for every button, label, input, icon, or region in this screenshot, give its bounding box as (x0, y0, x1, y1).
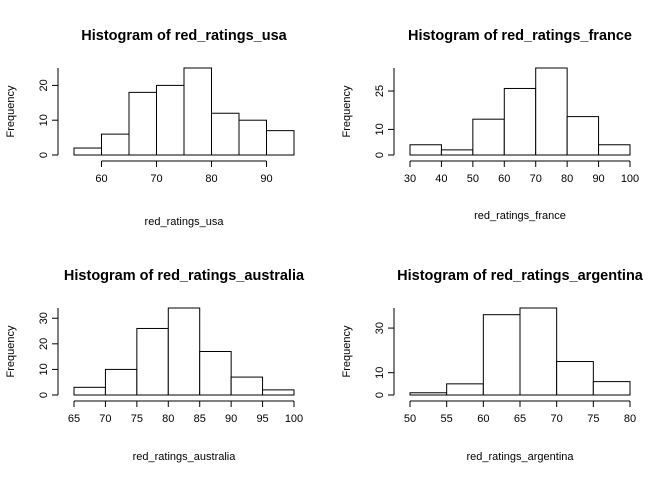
histogram-bar (167, 307, 201, 396)
histogram-bar (73, 147, 102, 156)
x-tick-label: 50 (467, 173, 479, 185)
x-tick-label: 50 (404, 413, 416, 425)
x-tick-label: 70 (99, 413, 111, 425)
histogram-bar (156, 84, 185, 156)
histogram-bar (230, 376, 264, 396)
histogram-bar (409, 144, 442, 156)
x-tick-label: 85 (194, 413, 206, 425)
x-axis-label: red_ratings_argentina (466, 451, 574, 463)
histogram-bar (519, 307, 558, 396)
y-tick-label: 10 (38, 363, 50, 375)
x-tick-label: 100 (285, 413, 303, 425)
histogram-bar (440, 149, 474, 156)
x-tick-label: 30 (404, 173, 416, 185)
y-tick-label: 30 (374, 322, 386, 334)
x-tick-label: 75 (131, 413, 143, 425)
y-tick-label: 0 (374, 392, 386, 398)
x-axis-label: red_ratings_australia (133, 451, 237, 463)
histogram-bar (556, 361, 594, 396)
histogram-bar (199, 351, 232, 396)
y-axis: 0 10 20 (38, 68, 59, 158)
y-tick-label: 10 (38, 114, 50, 126)
y-tick-label: 30 (38, 312, 50, 324)
histogram-panel: Histogram of red_ratings_australia 65 70 75… (5, 268, 305, 463)
x-tick-label: 90 (260, 173, 272, 185)
x-tick-label: 40 (435, 173, 447, 185)
histogram-panel: Histogram of red_ratings_usa 60 70 80 90 0 10 2… (5, 28, 295, 228)
histogram-bar (592, 381, 631, 396)
x-tick-label: 70 (530, 173, 542, 185)
x-axis-label: red_ratings_france (474, 210, 566, 222)
histogram-bar (472, 118, 505, 156)
x-axis: 50 55 60 65 70 75 80 (404, 400, 636, 425)
histogram-bar (211, 112, 240, 156)
y-axis: 0 10 20 30 (38, 308, 59, 398)
histogram-bar (73, 386, 106, 396)
histogram-bar (104, 368, 138, 396)
y-axis-label: Frequency (341, 85, 353, 137)
y-tick-label: 0 (38, 392, 50, 398)
x-tick-label: 55 (441, 413, 453, 425)
histogram-bar (446, 383, 484, 396)
histogram-bar (136, 327, 169, 396)
chart-title: Histogram of red_ratings_australia (64, 268, 305, 284)
y-axis: 0 10 25 (374, 68, 395, 158)
x-tick-label: 90 (592, 173, 604, 185)
chart-title: Histogram of red_ratings_france (408, 28, 632, 44)
x-axis-label: red_ratings_usa (145, 216, 225, 228)
y-tick-label: 25 (374, 85, 386, 97)
chart-title: Histogram of red_ratings_usa (81, 28, 287, 44)
histogram-bar (183, 67, 212, 156)
x-tick-label: 95 (256, 413, 268, 425)
x-axis: 65 70 75 80 85 90 95 100 (68, 400, 303, 425)
y-axis-label: Frequency (5, 325, 17, 377)
x-tick-label: 90 (225, 413, 237, 425)
panels: Histogram of red_ratings_usa 60 70 80 90 0 10 2… (5, 28, 644, 463)
y-tick-label: 10 (374, 123, 386, 135)
x-tick-label: 60 (95, 173, 107, 185)
histogram-bar (503, 87, 537, 156)
x-tick-label: 100 (621, 173, 639, 185)
y-tick-label: 0 (38, 152, 50, 158)
histogram-panel: Histogram of red_ratings_france 30 40 50 60 7… (341, 28, 639, 222)
histogram-bar (598, 144, 631, 156)
x-tick-label: 60 (498, 173, 510, 185)
x-tick-label: 70 (551, 413, 563, 425)
histogram-bar (566, 116, 600, 156)
x-axis: 30 40 50 60 70 80 90 100 (404, 160, 639, 185)
x-tick-label: 80 (624, 413, 636, 425)
x-tick-label: 65 (68, 413, 80, 425)
y-tick-label: 0 (374, 152, 386, 158)
histogram-bar (535, 67, 568, 156)
x-tick-label: 80 (205, 173, 217, 185)
histogram-bar (101, 133, 130, 156)
y-axis-label: Frequency (341, 325, 353, 377)
histogram-bar (262, 389, 295, 396)
x-tick-label: 75 (587, 413, 599, 425)
y-axis-label: Frequency (5, 85, 17, 137)
x-axis: 60 70 80 90 (95, 160, 273, 185)
histogram-bar (238, 119, 267, 156)
histogram-bar (128, 91, 157, 156)
x-tick-label: 60 (477, 413, 489, 425)
x-tick-label: 65 (514, 413, 526, 425)
histogram-bar (482, 314, 521, 396)
x-tick-label: 80 (561, 173, 573, 185)
histogram-panel: Histogram of red_ratings_argentina 50 55 60… (341, 268, 644, 463)
histogram-bar (409, 392, 448, 396)
chart-title: Histogram of red_ratings_argentina (397, 268, 644, 284)
y-tick-label: 10 (374, 367, 386, 379)
x-tick-label: 70 (150, 173, 162, 185)
histogram-bar (266, 130, 295, 156)
y-axis: 0 10 30 (374, 308, 395, 398)
y-tick-label: 20 (38, 338, 50, 350)
y-tick-label: 20 (38, 79, 50, 91)
x-tick-label: 80 (162, 413, 174, 425)
